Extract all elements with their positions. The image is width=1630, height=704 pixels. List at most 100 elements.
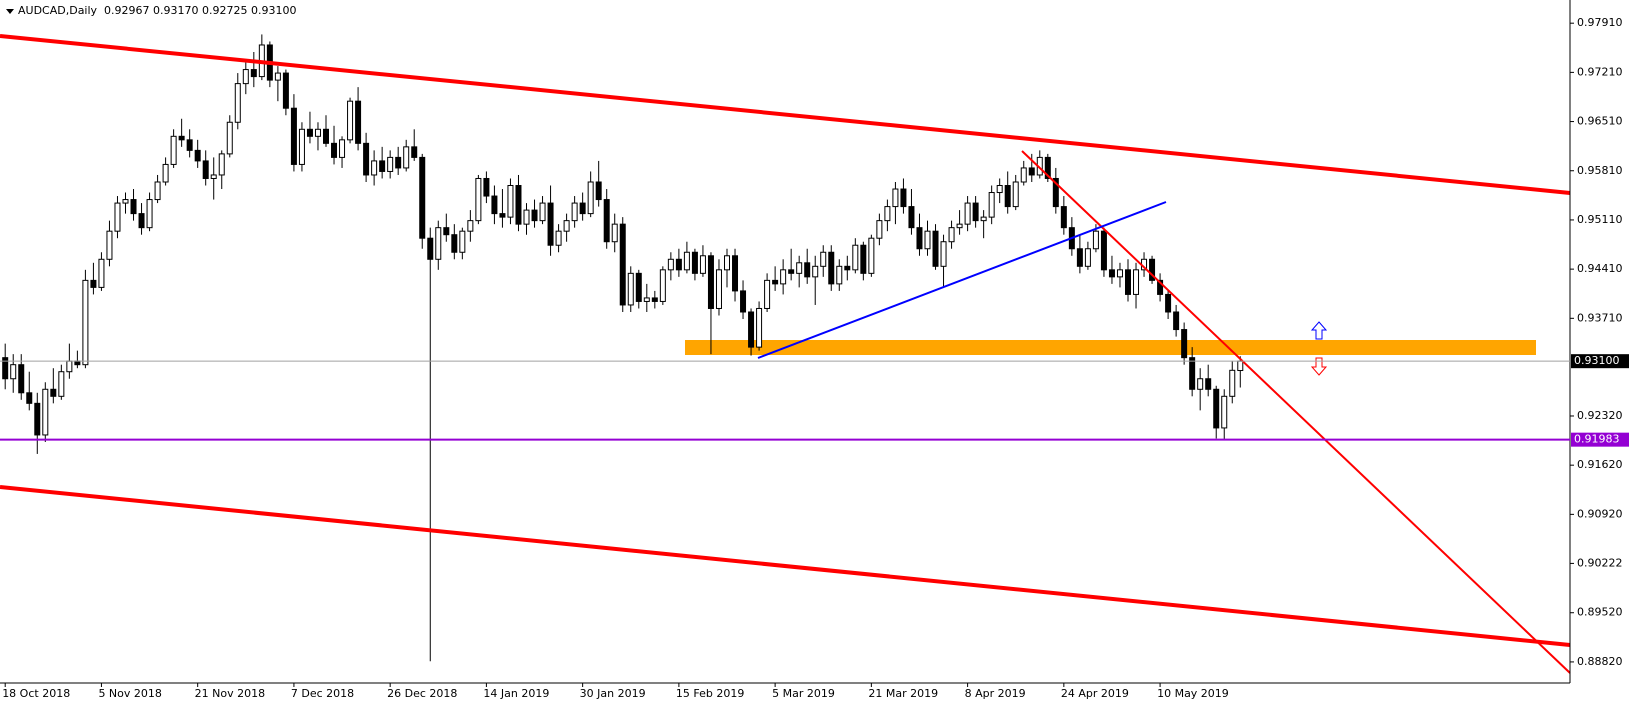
candle-body xyxy=(1060,206,1067,229)
candle-body xyxy=(226,121,233,155)
candle-body xyxy=(10,364,17,380)
x-tick-label: 26 Dec 2018 xyxy=(387,687,457,700)
channel-upper xyxy=(0,34,1571,195)
candle-body xyxy=(756,307,763,348)
candle-body xyxy=(635,272,642,302)
y-tick-label: 0.96510 xyxy=(1577,115,1623,128)
candle-body xyxy=(387,156,394,172)
candle-body xyxy=(98,258,105,288)
candle-body xyxy=(298,128,305,165)
candle-body xyxy=(186,139,193,151)
title-marker xyxy=(6,9,14,14)
hline-label-box xyxy=(1571,432,1629,447)
candle-body xyxy=(1133,269,1140,295)
candle-body xyxy=(515,185,522,225)
candle-body xyxy=(788,269,795,274)
candle-body xyxy=(1181,329,1188,359)
candle-body xyxy=(170,135,177,165)
candle-body xyxy=(732,255,739,292)
candle-body xyxy=(1004,185,1011,208)
candle-body xyxy=(290,107,297,165)
candle-body xyxy=(1205,378,1212,390)
x-tick-label: 10 May 2019 xyxy=(1157,687,1229,700)
candle-body xyxy=(323,128,329,144)
candle-body xyxy=(194,149,201,162)
candle-body xyxy=(563,220,570,232)
candle-body xyxy=(980,216,987,222)
x-tick-label: 21 Nov 2018 xyxy=(195,687,265,700)
candle-body xyxy=(643,297,650,302)
candle-body xyxy=(106,230,113,260)
candle-body xyxy=(427,237,434,260)
candle-body xyxy=(812,265,819,278)
candle-body xyxy=(1237,360,1244,372)
candle-body xyxy=(475,177,482,222)
candle-body xyxy=(1092,230,1099,250)
chart-title: AUDCAD,Daily 0.92967 0.93170 0.92725 0.9… xyxy=(18,4,297,17)
candle-body xyxy=(146,199,153,229)
x-tick-label: 8 Apr 2019 xyxy=(965,687,1026,700)
candle-body xyxy=(908,206,915,229)
candle-body xyxy=(1076,248,1083,267)
candle-body xyxy=(699,255,706,274)
candle-body xyxy=(715,269,722,309)
support-zone xyxy=(685,340,1536,355)
candle-body xyxy=(467,220,474,232)
candle-body xyxy=(820,251,827,267)
candle-body xyxy=(242,69,249,85)
candle-body xyxy=(491,195,498,215)
candle-body xyxy=(924,230,931,250)
candle-body xyxy=(916,227,923,250)
candle-body xyxy=(1149,258,1156,281)
trendline-up xyxy=(757,201,1167,359)
candle-body xyxy=(964,202,971,225)
candle-body xyxy=(2,357,9,380)
candle-body xyxy=(178,135,185,141)
candle-body xyxy=(579,202,586,215)
x-tick-label: 5 Mar 2019 xyxy=(772,687,835,700)
candle-body xyxy=(66,360,73,373)
trendline-down xyxy=(1021,150,1571,674)
y-tick-label: 0.91620 xyxy=(1577,458,1623,471)
y-tick-label: 0.88820 xyxy=(1577,655,1623,668)
candle-body xyxy=(210,174,217,179)
candle-body xyxy=(419,156,426,239)
candle-body xyxy=(218,153,225,176)
candle-body xyxy=(868,237,875,274)
candle-body xyxy=(900,188,907,208)
drawings-back xyxy=(685,340,1536,355)
candle-body xyxy=(1052,177,1059,208)
candle-body xyxy=(331,142,338,158)
candle-body xyxy=(234,83,241,123)
candle-body xyxy=(571,202,578,222)
candle-body xyxy=(1044,156,1051,179)
candle-body xyxy=(724,255,730,271)
drawings xyxy=(0,34,1571,674)
y-tick-label: 0.89520 xyxy=(1577,606,1623,619)
candle-body xyxy=(443,227,450,236)
candle-body xyxy=(587,181,594,215)
candle-body xyxy=(1084,248,1091,267)
candle-body xyxy=(611,223,618,243)
candle-body xyxy=(90,279,97,288)
candle-body xyxy=(1157,279,1164,295)
candle-body xyxy=(1100,230,1107,271)
candle-body xyxy=(274,72,281,81)
candle-body xyxy=(996,185,1003,194)
candle-body xyxy=(772,279,779,285)
candle-body xyxy=(1012,181,1019,208)
candle-body xyxy=(956,223,963,229)
candle-body xyxy=(130,199,137,215)
candle-body xyxy=(523,209,530,225)
candle-body xyxy=(451,234,458,253)
last-price-label: 0.93100 xyxy=(1574,354,1620,367)
candle-body xyxy=(82,279,89,366)
y-tick-label: 0.90920 xyxy=(1577,507,1623,520)
candle-body xyxy=(892,188,899,208)
candle-body xyxy=(26,392,33,404)
candle-body xyxy=(972,202,979,222)
x-tick-label: 5 Nov 2018 xyxy=(98,687,161,700)
candle-body xyxy=(1028,167,1035,176)
x-tick-label: 15 Feb 2019 xyxy=(676,687,744,700)
